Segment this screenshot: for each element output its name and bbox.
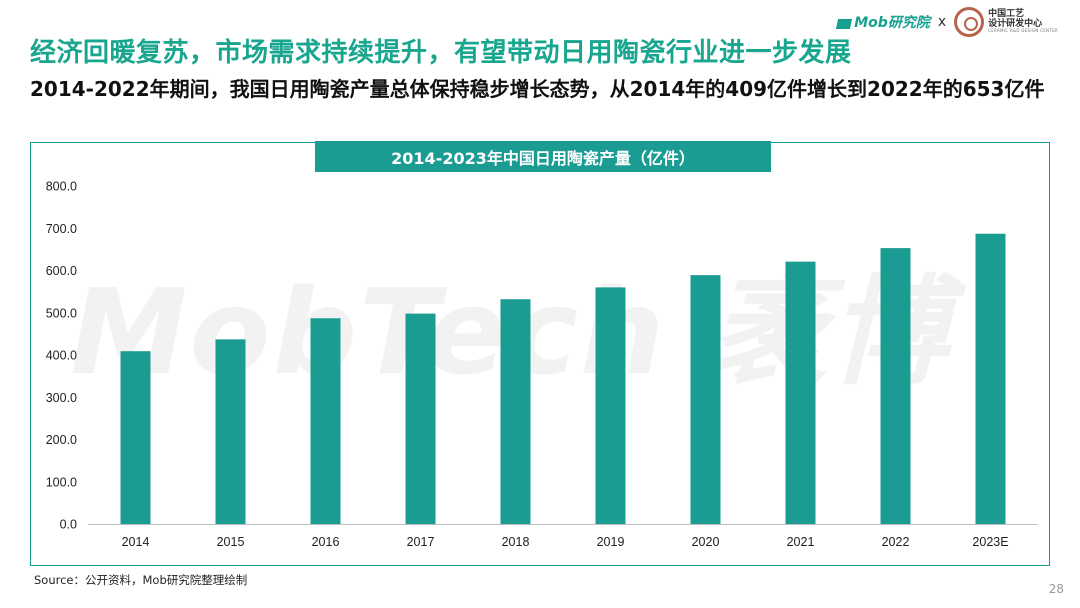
chart-title: 2014-2023年中国日用陶瓷产量（亿件） <box>315 141 771 172</box>
bar <box>595 287 626 524</box>
bar <box>690 275 721 524</box>
y-tick-label: 700.0 <box>46 222 77 236</box>
mob-logo-text: Mob研究院 <box>854 15 930 31</box>
y-tick-label: 0.0 <box>60 518 77 532</box>
x-tick-label: 2015 <box>217 535 245 549</box>
x-tick-label: 2018 <box>502 535 530 549</box>
source-note: Source：公开资料，Mob研究院整理绘制 <box>34 573 248 587</box>
partner-logo-line3: CERAMIC R&D DESIGN CENTER <box>988 28 1058 34</box>
bar <box>880 248 911 525</box>
bar <box>120 351 151 524</box>
x-tick-label: 2023E <box>972 535 1008 549</box>
y-tick-label: 400.0 <box>46 349 77 363</box>
header-logos: Mob研究院 x 中国工艺 设计研发中心 CERAMIC R&D DESIGN … <box>837 6 1058 38</box>
bar <box>405 313 436 524</box>
y-tick-label: 500.0 <box>46 306 77 320</box>
bar <box>215 339 246 524</box>
partner-logo: 中国工艺 设计研发中心 CERAMIC R&D DESIGN CENTER <box>954 7 1058 37</box>
y-tick-label: 100.0 <box>46 475 77 489</box>
bar <box>975 233 1006 524</box>
x-tick-label: 2017 <box>407 535 435 549</box>
x-tick-label: 2021 <box>787 535 815 549</box>
x-tick-label: 2022 <box>882 535 910 549</box>
partner-logo-line1: 中国工艺 <box>988 9 1025 20</box>
bar <box>500 299 531 524</box>
x-tick-label: 2019 <box>597 535 625 549</box>
x-tick-label: 2020 <box>692 535 720 549</box>
x-tick-label: 2016 <box>312 535 340 549</box>
y-tick-label: 300.0 <box>46 391 77 405</box>
page-subtitle: 2014-2022年期间，我国日用陶瓷产量总体保持稳步增长态势，从2014年的4… <box>30 77 1045 101</box>
bar <box>310 318 341 524</box>
page-number: 28 <box>1048 582 1064 596</box>
y-tick-label: 600.0 <box>46 264 77 278</box>
partner-logo-icon <box>954 7 985 37</box>
partner-logo-line2: 设计研发中心 <box>988 18 1043 29</box>
y-tick-label: 800.0 <box>46 180 77 194</box>
mob-logo: Mob研究院 <box>837 12 930 32</box>
page-title: 经济回暖复苏，市场需求持续提升，有望带动日用陶瓷行业进一步发展 <box>30 38 852 68</box>
bar <box>785 261 816 524</box>
y-tick-label: 200.0 <box>46 433 77 447</box>
x-tick-label: 2014 <box>122 535 150 549</box>
logo-separator: x <box>937 14 947 30</box>
